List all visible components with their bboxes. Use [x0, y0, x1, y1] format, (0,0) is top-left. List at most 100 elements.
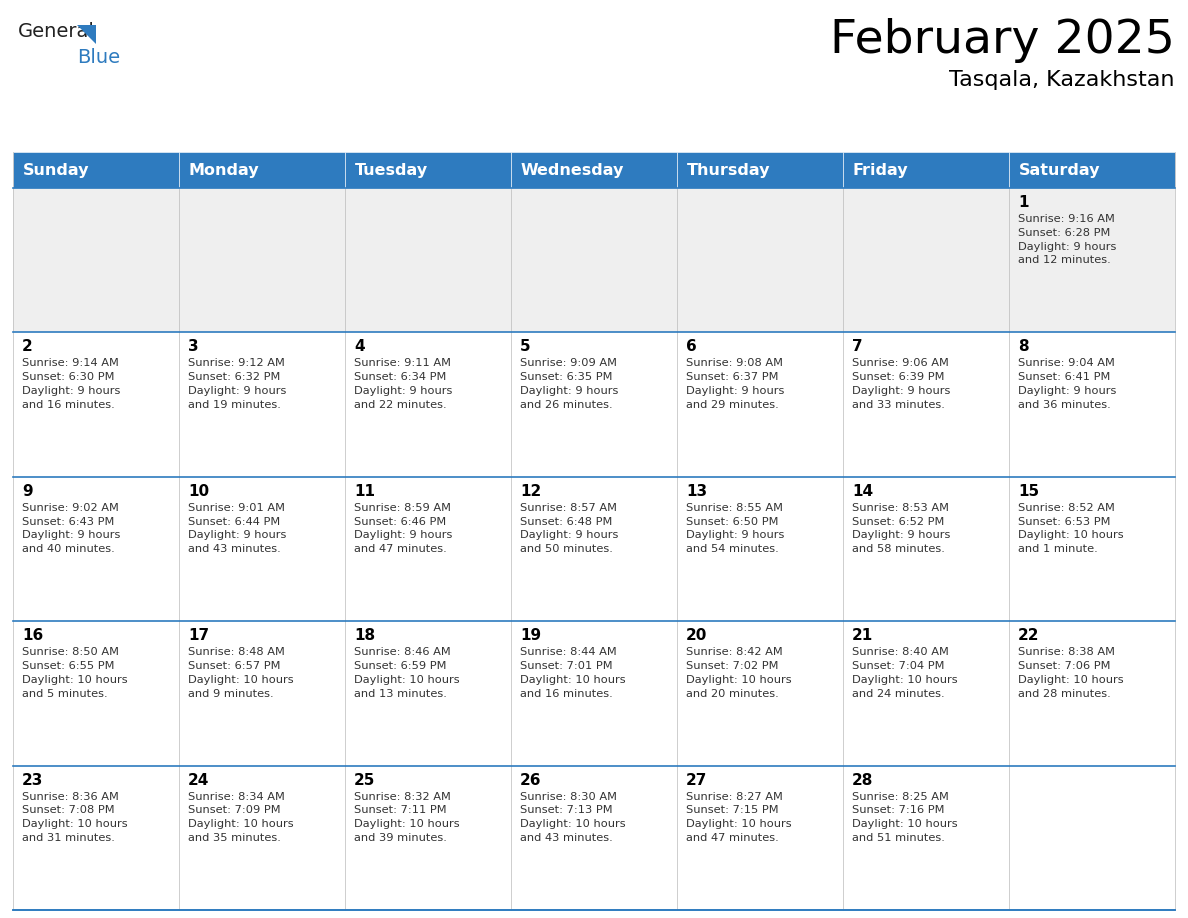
Bar [345, 332, 511, 476]
Text: and 12 minutes.: and 12 minutes. [1018, 255, 1111, 265]
Bar [511, 621, 677, 766]
Bar [677, 188, 843, 332]
Text: Sunrise: 9:08 AM: Sunrise: 9:08 AM [685, 358, 783, 368]
Text: 6: 6 [685, 340, 696, 354]
Text: Daylight: 10 hours: Daylight: 10 hours [685, 819, 791, 829]
Text: and 26 minutes.: and 26 minutes. [520, 400, 613, 409]
Bar [13, 476, 179, 621]
Text: Sunset: 6:59 PM: Sunset: 6:59 PM [354, 661, 447, 671]
Text: and 16 minutes.: and 16 minutes. [520, 688, 613, 699]
Text: and 47 minutes.: and 47 minutes. [685, 833, 779, 843]
Text: Sunset: 6:41 PM: Sunset: 6:41 PM [1018, 372, 1111, 382]
Text: 5: 5 [520, 340, 531, 354]
Text: Sunset: 6:44 PM: Sunset: 6:44 PM [188, 517, 280, 527]
Text: and 9 minutes.: and 9 minutes. [188, 688, 273, 699]
Text: Sunset: 6:37 PM: Sunset: 6:37 PM [685, 372, 778, 382]
Text: and 39 minutes.: and 39 minutes. [354, 833, 447, 843]
Text: 10: 10 [188, 484, 209, 498]
Bar [677, 621, 843, 766]
Bar [1009, 621, 1175, 766]
Bar [1009, 188, 1175, 332]
Text: and 58 minutes.: and 58 minutes. [852, 544, 944, 554]
Text: Sunrise: 8:38 AM: Sunrise: 8:38 AM [1018, 647, 1116, 657]
Bar [511, 188, 677, 332]
Text: Sunrise: 9:09 AM: Sunrise: 9:09 AM [520, 358, 617, 368]
Text: Tasqala, Kazakhstan: Tasqala, Kazakhstan [949, 70, 1175, 90]
Text: Sunrise: 8:44 AM: Sunrise: 8:44 AM [520, 647, 617, 657]
Text: Daylight: 9 hours: Daylight: 9 hours [685, 531, 784, 541]
Bar [345, 766, 511, 910]
Text: Sunrise: 8:30 AM: Sunrise: 8:30 AM [520, 791, 617, 801]
Text: and 22 minutes.: and 22 minutes. [354, 400, 447, 409]
Text: 26: 26 [520, 773, 542, 788]
Polygon shape [77, 25, 96, 44]
Text: Daylight: 10 hours: Daylight: 10 hours [1018, 675, 1124, 685]
Text: February 2025: February 2025 [830, 18, 1175, 63]
Text: Daylight: 9 hours: Daylight: 9 hours [852, 386, 950, 396]
Text: 19: 19 [520, 628, 541, 644]
Text: Daylight: 10 hours: Daylight: 10 hours [23, 819, 127, 829]
Text: Sunset: 7:09 PM: Sunset: 7:09 PM [188, 805, 280, 815]
Text: Sunset: 6:32 PM: Sunset: 6:32 PM [188, 372, 280, 382]
Bar [1009, 152, 1175, 188]
Text: Sunset: 6:34 PM: Sunset: 6:34 PM [354, 372, 447, 382]
Text: Sunrise: 9:11 AM: Sunrise: 9:11 AM [354, 358, 451, 368]
Bar [13, 188, 179, 332]
Text: and 28 minutes.: and 28 minutes. [1018, 688, 1111, 699]
Text: Daylight: 10 hours: Daylight: 10 hours [852, 675, 958, 685]
Text: 15: 15 [1018, 484, 1040, 498]
Text: and 36 minutes.: and 36 minutes. [1018, 400, 1111, 409]
Text: Sunrise: 8:57 AM: Sunrise: 8:57 AM [520, 503, 617, 513]
Text: Sunrise: 8:46 AM: Sunrise: 8:46 AM [354, 647, 450, 657]
Text: Sunrise: 8:40 AM: Sunrise: 8:40 AM [852, 647, 949, 657]
Text: Daylight: 10 hours: Daylight: 10 hours [23, 675, 127, 685]
Text: Sunset: 6:52 PM: Sunset: 6:52 PM [852, 517, 944, 527]
Text: Sunset: 6:46 PM: Sunset: 6:46 PM [354, 517, 447, 527]
Text: Daylight: 9 hours: Daylight: 9 hours [23, 531, 120, 541]
Bar [179, 188, 345, 332]
Text: 11: 11 [354, 484, 375, 498]
Text: 25: 25 [354, 773, 375, 788]
Text: and 20 minutes.: and 20 minutes. [685, 688, 779, 699]
Text: 20: 20 [685, 628, 707, 644]
Bar [1009, 332, 1175, 476]
Text: Daylight: 9 hours: Daylight: 9 hours [354, 386, 453, 396]
Bar [511, 476, 677, 621]
Text: Sunset: 6:48 PM: Sunset: 6:48 PM [520, 517, 612, 527]
Text: 21: 21 [852, 628, 873, 644]
Text: Sunset: 6:39 PM: Sunset: 6:39 PM [852, 372, 944, 382]
Bar [843, 621, 1009, 766]
Bar [511, 766, 677, 910]
Bar [13, 621, 179, 766]
Text: Daylight: 9 hours: Daylight: 9 hours [520, 386, 619, 396]
Bar [511, 152, 677, 188]
Text: Sunset: 6:43 PM: Sunset: 6:43 PM [23, 517, 114, 527]
Text: 24: 24 [188, 773, 209, 788]
Text: Sunrise: 9:16 AM: Sunrise: 9:16 AM [1018, 214, 1114, 224]
Bar [179, 476, 345, 621]
Bar [677, 332, 843, 476]
Text: Sunset: 6:55 PM: Sunset: 6:55 PM [23, 661, 114, 671]
Text: and 43 minutes.: and 43 minutes. [520, 833, 613, 843]
Text: and 16 minutes.: and 16 minutes. [23, 400, 115, 409]
Text: 17: 17 [188, 628, 209, 644]
Text: 7: 7 [852, 340, 862, 354]
Text: and 50 minutes.: and 50 minutes. [520, 544, 613, 554]
Text: 27: 27 [685, 773, 707, 788]
Bar [179, 152, 345, 188]
Text: Daylight: 10 hours: Daylight: 10 hours [188, 819, 293, 829]
Text: General: General [18, 22, 95, 41]
Text: and 40 minutes.: and 40 minutes. [23, 544, 115, 554]
Text: and 13 minutes.: and 13 minutes. [354, 688, 447, 699]
Text: Sunrise: 8:34 AM: Sunrise: 8:34 AM [188, 791, 285, 801]
Text: Daylight: 10 hours: Daylight: 10 hours [520, 819, 626, 829]
Text: Daylight: 9 hours: Daylight: 9 hours [520, 531, 619, 541]
Text: Daylight: 9 hours: Daylight: 9 hours [23, 386, 120, 396]
Text: Daylight: 10 hours: Daylight: 10 hours [354, 819, 460, 829]
Text: Daylight: 10 hours: Daylight: 10 hours [852, 819, 958, 829]
Text: Sunset: 7:11 PM: Sunset: 7:11 PM [354, 805, 447, 815]
Text: Sunset: 7:02 PM: Sunset: 7:02 PM [685, 661, 778, 671]
Text: 2: 2 [23, 340, 33, 354]
Text: and 35 minutes.: and 35 minutes. [188, 833, 280, 843]
Text: and 19 minutes.: and 19 minutes. [188, 400, 280, 409]
